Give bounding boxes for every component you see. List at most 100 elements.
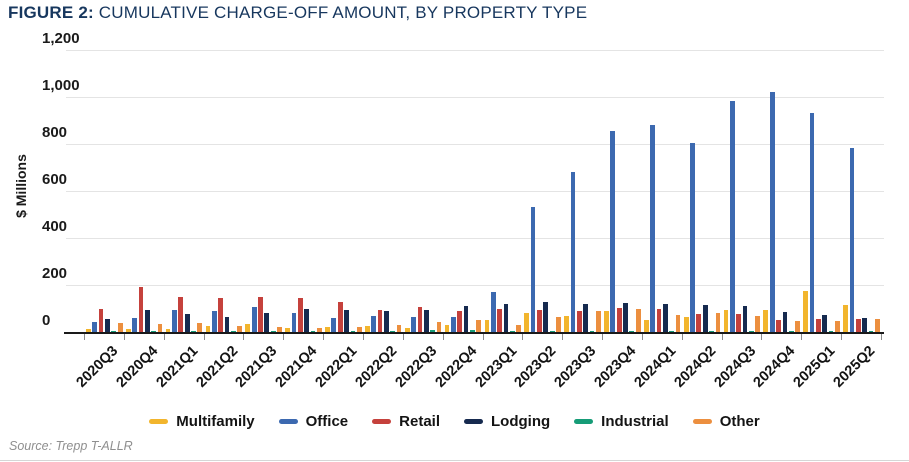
- bar-office-2022Q2: [371, 315, 377, 332]
- bar-multifamily-2024Q2: [683, 316, 689, 332]
- legend-label: Other: [719, 413, 760, 430]
- bottom-divider: [0, 460, 909, 461]
- bar-other-2022Q1: [356, 327, 362, 332]
- bar-industrial-2025Q1: [828, 331, 834, 332]
- y-tick-label: 0: [42, 312, 51, 329]
- bar-other-2020Q3: [117, 322, 123, 332]
- bar-retail-2022Q2: [377, 310, 383, 332]
- legend: Multifamily Office Retail Lodging Industrial…: [0, 413, 909, 430]
- bar-office-2024Q2: [690, 142, 695, 332]
- bar-industrial-2023Q3: [589, 331, 595, 332]
- bar-lodging-2024Q3: [742, 305, 748, 332]
- bar-industrial-2024Q3: [749, 331, 754, 332]
- bar-industrial-2021Q4: [310, 331, 316, 332]
- x-axis-tick: [123, 334, 125, 340]
- x-axis-tick: [442, 334, 444, 340]
- bar-other-2021Q1: [197, 323, 203, 332]
- bar-retail-2020Q4: [138, 287, 144, 332]
- x-axis-tick: [362, 334, 364, 340]
- bar-lodging-2023Q3: [583, 304, 589, 332]
- bar-lodging-2022Q1: [344, 310, 349, 332]
- gridline-600: [66, 191, 884, 192]
- bar-office-2022Q3: [411, 317, 416, 332]
- bar-industrial-2022Q2: [390, 331, 396, 332]
- bar-retail-2025Q2: [855, 318, 861, 332]
- legend-item-office: Office: [278, 413, 349, 430]
- bar-office-2024Q1: [650, 125, 656, 332]
- bar-office-2024Q3: [729, 100, 735, 332]
- bar-lodging-2023Q4: [623, 302, 628, 332]
- bar-industrial-2022Q4: [470, 330, 475, 332]
- bar-industrial-2022Q1: [350, 331, 356, 332]
- bar-lodging-2021Q1: [184, 313, 190, 332]
- bar-multifamily-2024Q1: [643, 320, 649, 332]
- bar-multifamily-2023Q3: [564, 316, 569, 332]
- bar-lodging-2022Q4: [463, 305, 469, 332]
- bar-office-2022Q1: [331, 318, 337, 332]
- chart-title: FIGURE 2: CUMULATIVE CHARGE-OFF AMOUNT, …: [8, 3, 587, 23]
- bar-other-2022Q3: [436, 321, 442, 332]
- bar-lodging-2025Q2: [862, 317, 867, 332]
- bar-lodging-2024Q4: [782, 312, 788, 332]
- bar-office-2025Q1: [809, 113, 815, 332]
- x-axis-tick: [482, 334, 484, 340]
- legend-label: Multifamily: [176, 413, 255, 430]
- bar-retail-2021Q4: [297, 297, 303, 332]
- x-axis-tick: [402, 334, 404, 340]
- bar-multifamily-2025Q2: [843, 304, 848, 332]
- bar-multifamily-2021Q4: [285, 327, 291, 332]
- bar-industrial-2021Q2: [230, 331, 236, 332]
- bar-multifamily-2024Q3: [723, 309, 729, 332]
- bar-multifamily-2022Q3: [404, 328, 410, 332]
- x-axis-tick: [323, 334, 325, 340]
- x-axis-tick: [641, 334, 643, 340]
- bar-other-2024Q2: [715, 312, 721, 332]
- x-axis-tick: [203, 334, 205, 340]
- bar-multifamily-2022Q2: [364, 326, 370, 332]
- y-tick-label: 800: [42, 124, 68, 141]
- bar-retail-2022Q4: [457, 311, 463, 332]
- gridline-1,200: [66, 50, 884, 51]
- bar-other-2024Q3: [755, 316, 761, 332]
- x-axis-tick: [84, 334, 85, 340]
- bar-retail-2022Q1: [337, 302, 343, 332]
- bar-office-2025Q2: [849, 147, 855, 332]
- bar-industrial-2023Q1: [509, 331, 515, 332]
- legend-item-industrial: Industrial: [574, 413, 669, 430]
- gridline-1,000: [66, 97, 884, 98]
- x-axis-tick: [163, 334, 165, 340]
- bar-office-2021Q3: [251, 307, 257, 332]
- chart-title-prefix: FIGURE 2:: [8, 3, 94, 22]
- bar-retail-2023Q4: [616, 307, 622, 332]
- x-axis-tick: [602, 334, 604, 340]
- source-note: Source: Trepp T-ALLR: [9, 439, 133, 453]
- bar-multifamily-2021Q1: [165, 328, 171, 332]
- legend-swatch-office: [278, 419, 298, 424]
- bar-retail-2023Q1: [497, 308, 502, 332]
- bar-industrial-2020Q4: [151, 331, 157, 332]
- y-axis-title: $ Millions: [13, 154, 29, 218]
- gridline-800: [66, 144, 884, 145]
- bar-office-2021Q4: [291, 313, 297, 332]
- legend-label: Retail: [399, 413, 441, 430]
- y-tick-label: 200: [42, 265, 68, 282]
- bar-industrial-2024Q1: [669, 331, 675, 332]
- legend-swatch-industrial: [574, 419, 594, 424]
- bar-other-2021Q2: [237, 326, 243, 332]
- bar-lodging-2022Q2: [384, 310, 389, 332]
- legend-item-retail: Retail: [372, 413, 440, 430]
- gridline-200: [66, 285, 884, 286]
- bar-retail-2023Q3: [576, 310, 582, 332]
- bar-industrial-2021Q1: [191, 331, 196, 332]
- bar-office-2020Q3: [92, 321, 98, 332]
- legend-label: Industrial: [601, 413, 669, 430]
- bar-multifamily-2025Q1: [803, 291, 809, 332]
- legend-label: Office: [305, 413, 349, 430]
- bar-industrial-2025Q2: [868, 331, 874, 332]
- bar-lodging-2021Q4: [304, 308, 310, 332]
- bar-retail-2025Q1: [816, 318, 821, 332]
- bar-office-2021Q2: [211, 311, 217, 332]
- legend-swatch-retail: [372, 419, 392, 424]
- bar-other-2023Q3: [595, 310, 601, 332]
- bar-other-2021Q3: [277, 327, 282, 332]
